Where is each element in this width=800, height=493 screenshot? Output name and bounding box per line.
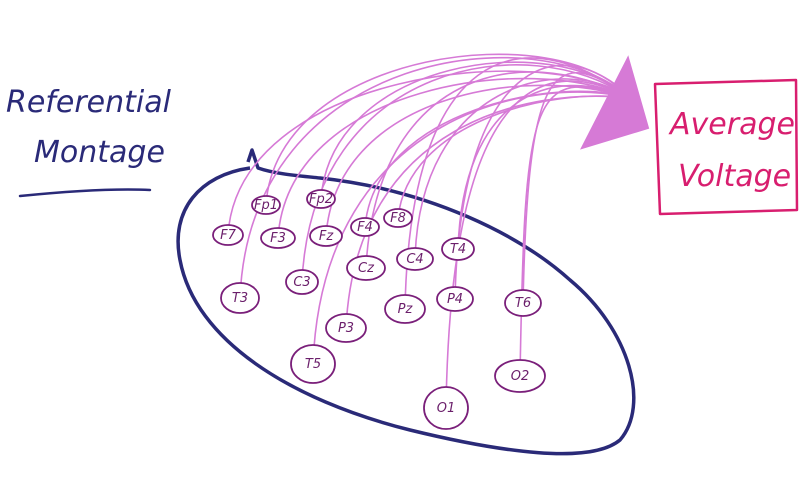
electrode-o1: O1 (423, 386, 469, 430)
electrode-outline-f8 (383, 208, 413, 228)
electrode-label-t6: T6 (515, 296, 531, 311)
electrode-outline-f3 (260, 227, 296, 249)
electrode-label-p3: P3 (338, 321, 354, 336)
electrode-f7: F7 (212, 224, 244, 246)
electrode-label-fz: Fz (319, 229, 334, 244)
electrode-f4: F4 (350, 217, 380, 237)
connection-line-t6 (522, 72, 631, 304)
electrode-label-t5: T5 (305, 357, 321, 372)
electrode-t3: T3 (220, 282, 260, 314)
connection-line-cz (365, 71, 631, 269)
electrode-pz: Pz (384, 294, 426, 324)
average-voltage-line2: Voltage (678, 159, 791, 194)
electrode-label-cz: Cz (358, 261, 375, 276)
electrode-label-fp2: Fp2 (309, 192, 333, 207)
electrode-outline-p4 (436, 286, 474, 312)
electrode-f3: F3 (260, 227, 296, 249)
electrode-outline-c4 (396, 247, 434, 271)
electrode-label-o1: O1 (437, 401, 456, 416)
electrode-f8: F8 (383, 208, 413, 228)
electrode-outline-t3 (220, 282, 260, 314)
electrode-p3: P3 (325, 313, 367, 343)
electrode-grid: Fp1 Fp2 F7 F3 Fz F4 F8 T3 C3 Cz C4 T4 T5 P3 Pz P4 T6 O1 O2 (212, 189, 546, 430)
title-line1: Referential (6, 85, 172, 120)
electrode-label-t4: T4 (450, 242, 466, 257)
title-line2: Montage (34, 135, 165, 170)
electrode-outline-fp2 (306, 189, 336, 209)
electrode-outline-fz (309, 225, 343, 247)
electrode-outline-f7 (212, 224, 244, 246)
connection-line-pz (404, 57, 631, 310)
electrode-outline-c3 (285, 269, 319, 295)
average-voltage-line1: Average (668, 107, 795, 142)
electrode-t4: T4 (441, 237, 475, 261)
electrode-fp1: Fp1 (251, 195, 281, 215)
electrode-outline-o1 (423, 386, 469, 430)
electrode-label-f3: F3 (270, 231, 286, 246)
electrode-outline-p3 (325, 313, 367, 343)
electrode-outline-pz (384, 294, 426, 324)
electrode-label-f7: F7 (220, 228, 236, 243)
electrode-outline-t6 (504, 289, 542, 317)
electrode-outline-fp1 (251, 195, 281, 215)
electrode-fz: Fz (309, 225, 343, 247)
electrode-label-p4: P4 (447, 292, 463, 307)
average-voltage-box: Average Voltage (653, 78, 799, 216)
connection-line-f7 (227, 70, 631, 236)
electrode-outline-f4 (350, 217, 380, 237)
electrode-cz: Cz (346, 255, 386, 281)
electrode-outline-cz (346, 255, 386, 281)
electrode-fp2: Fp2 (306, 189, 336, 209)
electrode-label-o2: O2 (511, 369, 530, 384)
connection-line-t5 (312, 91, 631, 365)
electrode-label-t3: T3 (232, 291, 248, 306)
connection-line-f8 (397, 95, 631, 219)
connection-line-c4 (414, 78, 631, 260)
electrode-p4: P4 (436, 286, 474, 312)
electrode-label-pz: Pz (398, 302, 414, 317)
electrode-outline-o2 (494, 359, 546, 393)
connection-line-t3 (239, 56, 631, 299)
connection-lines (227, 53, 631, 409)
head (176, 148, 636, 456)
head-outline (176, 148, 636, 456)
connection-line-p4 (454, 64, 631, 300)
electrode-label-f4: F4 (357, 220, 373, 235)
connection-line-p3 (345, 95, 631, 329)
electrode-c4: C4 (396, 247, 434, 271)
electrode-label-f8: F8 (390, 211, 406, 226)
electrode-label-c4: C4 (406, 252, 423, 267)
connection-line-f3 (277, 77, 631, 239)
arrowhead (580, 55, 650, 150)
connection-line-o2 (519, 86, 631, 377)
electrode-o2: O2 (494, 359, 546, 393)
electrode-outline-t4 (441, 237, 475, 261)
electrode-c3: C3 (285, 269, 319, 295)
electrode-label-c3: C3 (293, 275, 310, 290)
electrode-t6: T6 (504, 289, 542, 317)
electrode-label-fp1: Fp1 (254, 198, 278, 213)
title: Referential Montage (6, 85, 172, 198)
electrode-t5: T5 (290, 344, 336, 384)
average-voltage-box-outline (653, 78, 799, 216)
title-underline (18, 188, 152, 198)
electrode-outline-t5 (290, 344, 336, 384)
